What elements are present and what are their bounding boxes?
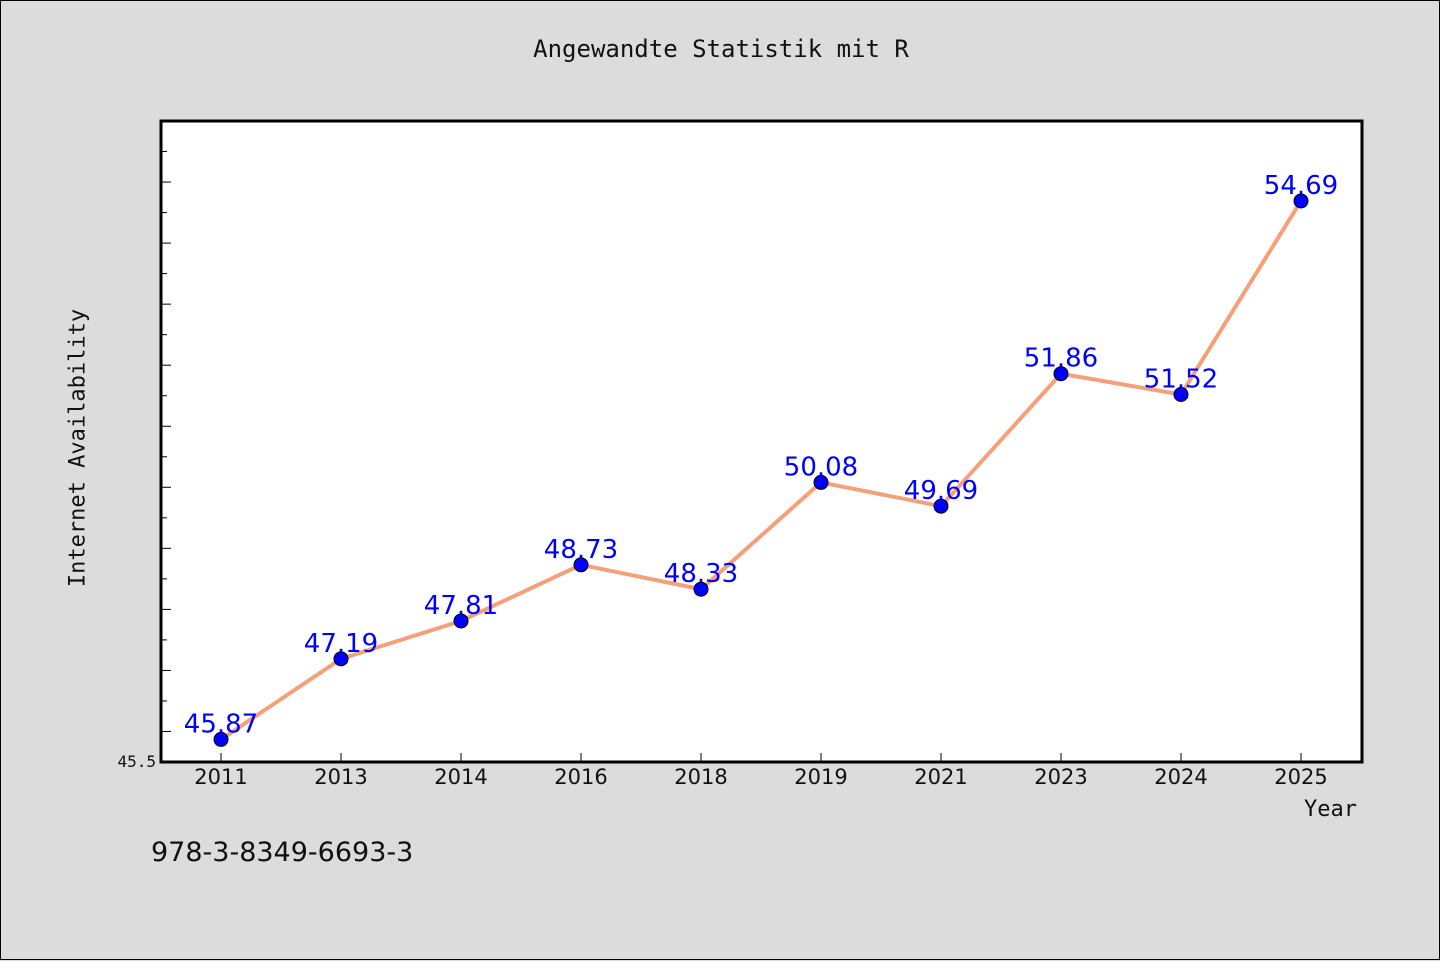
- data-point: [1053, 366, 1069, 382]
- x-tick-label: 2014: [434, 765, 487, 789]
- x-tick-label: 2013: [314, 765, 367, 789]
- data-label: 51.52: [1144, 364, 1218, 394]
- data-label: 48.33: [664, 559, 738, 589]
- data-point: [933, 498, 949, 514]
- data-point: [1293, 193, 1309, 209]
- data-label: 51.86: [1024, 344, 1098, 374]
- data-label: 54.69: [1264, 171, 1338, 201]
- chart-title: Angewandte Statistik mit R: [533, 35, 909, 63]
- y-tick-label: 45.5: [117, 752, 156, 771]
- x-tick-label: 2023: [1034, 765, 1087, 789]
- data-label: 49.69: [904, 476, 978, 506]
- isbn-text: 978-3-8349-6693-3: [151, 837, 414, 868]
- x-tick-label: 2021: [914, 765, 967, 789]
- x-axis-ticks: 2011 2013 2014 2016 2018 2019 2021 2023 2024 2025: [194, 753, 1328, 789]
- data-point: [813, 474, 829, 490]
- y-axis-ticks: 45.5: [117, 151, 171, 771]
- x-tick-label: 2016: [554, 765, 607, 789]
- x-tick-label: 2019: [794, 765, 847, 789]
- data-point: [1173, 386, 1189, 402]
- data-label: 48.73: [544, 535, 618, 565]
- data-label: 45.87: [184, 709, 258, 739]
- series-line-group: 45.87 47.19 47.81 48.73 48.33 50.08 49.69 51.86…: [184, 171, 1338, 747]
- x-tick-label: 2024: [1154, 765, 1207, 789]
- x-axis-label: Year: [1304, 797, 1357, 822]
- series-line: [219, 198, 1303, 742]
- data-label: 50.08: [784, 452, 858, 482]
- data-point: [453, 613, 469, 629]
- data-point: [573, 557, 589, 573]
- x-tick-label: 2018: [674, 765, 727, 789]
- data-point: [213, 731, 229, 747]
- data-label: 47.19: [304, 629, 378, 659]
- data-point: [333, 651, 349, 667]
- x-tick-label: 2025: [1274, 765, 1327, 789]
- plot-area: [159, 119, 1364, 764]
- data-label: 47.81: [424, 591, 498, 621]
- x-tick-label: 2011: [194, 765, 247, 789]
- data-point: [693, 581, 709, 597]
